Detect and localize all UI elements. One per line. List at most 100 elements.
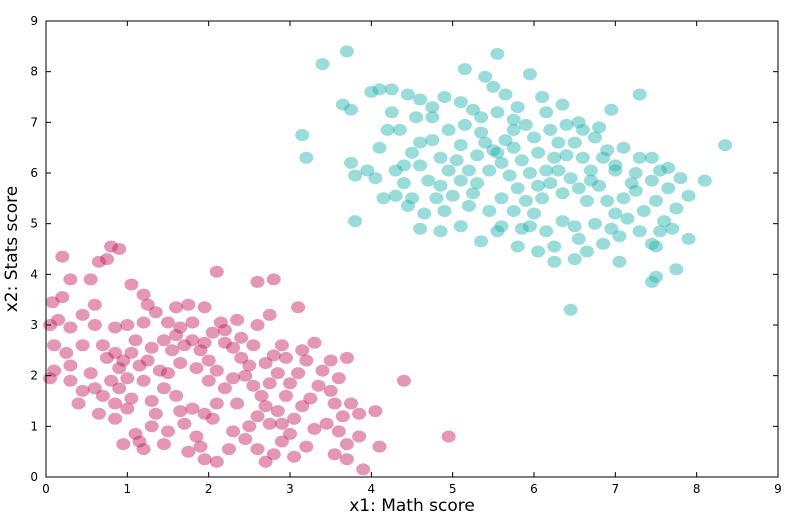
scatter-point-s1-44 — [490, 225, 505, 238]
scatter-point-s1-24 — [604, 103, 619, 116]
scatter-point-s1-72 — [502, 169, 517, 182]
scatter-point-s1-55 — [344, 156, 358, 169]
scatter-point-s1-83 — [592, 179, 607, 192]
scatter-point-s1-87 — [624, 177, 639, 190]
scatter-point-s1-122 — [628, 167, 643, 179]
scatter-point-s0-13 — [112, 243, 127, 255]
scatter-point-s0-55 — [156, 382, 171, 395]
scatter-point-s1-116 — [604, 222, 619, 235]
scatter-point-s0-42 — [83, 367, 98, 380]
scatter-point-s0-157 — [396, 374, 411, 387]
scatter-point-s1-146 — [571, 182, 586, 195]
scatter-point-s0-30 — [173, 321, 188, 334]
scatter-point-s0-40 — [63, 374, 78, 387]
scatter-point-s1-66 — [453, 174, 468, 187]
scatter-point-s0-10 — [91, 255, 106, 268]
scatter-point-s0-102 — [250, 443, 265, 456]
scatter-point-s1-31 — [718, 139, 733, 152]
points-layer — [43, 45, 733, 476]
scatter-point-s0-38 — [63, 359, 78, 372]
scatter-point-s1-77 — [543, 177, 558, 190]
scatter-point-s0-64 — [193, 440, 208, 453]
scatter-point-s1-68 — [470, 149, 485, 162]
scatter-point-s1-103 — [396, 159, 411, 172]
scatter-point-s1-33 — [669, 202, 684, 215]
scatter-point-s1-3 — [344, 103, 358, 116]
axis-ticks: 0 1 2 3 4 5 6 7 8 9 0 1 2 3 4 5 6 7 8 9 — [30, 14, 781, 496]
scatter-point-s1-0 — [315, 58, 330, 71]
scatter-point-s1-141 — [531, 179, 546, 192]
scatter-point-s1-131 — [649, 240, 663, 253]
scatter-point-s0-129 — [287, 450, 302, 463]
scatter-point-s1-156 — [486, 80, 501, 93]
scatter-point-s0-36 — [75, 339, 90, 352]
x-tick-label-2: 2 — [205, 482, 213, 496]
scatter-point-s0-48 — [120, 402, 135, 415]
scatter-point-s1-104 — [388, 164, 403, 177]
scatter-point-s0-39 — [47, 364, 62, 377]
scatter-point-s1-1 — [339, 45, 354, 58]
scatter-point-s0-63 — [189, 430, 204, 443]
scatter-point-s0-156 — [331, 425, 346, 438]
scatter-point-s0-23 — [266, 273, 281, 286]
scatter-point-s0-79 — [156, 334, 171, 347]
scatter-point-s0-2 — [63, 273, 78, 286]
scatter-point-s0-49 — [128, 427, 143, 440]
scatter-point-s0-104 — [266, 448, 281, 461]
scatter-point-s1-35 — [644, 237, 659, 250]
scatter-point-s1-61 — [413, 159, 428, 172]
scatter-point-s1-139 — [514, 154, 529, 167]
scatter-point-s1-65 — [445, 189, 460, 202]
scatter-point-s1-169 — [612, 230, 627, 243]
scatter-point-s1-4 — [295, 129, 310, 141]
scatter-point-s0-159 — [75, 384, 90, 397]
scatter-point-s1-37 — [612, 255, 627, 268]
scatter-point-s0-69 — [209, 397, 224, 410]
scatter-point-s0-130 — [274, 417, 289, 430]
scatter-point-s0-59 — [177, 417, 192, 430]
scatter-point-s1-67 — [461, 164, 476, 177]
scatter-point-s0-41 — [43, 372, 58, 385]
scatter-point-s1-112 — [539, 225, 554, 238]
x-axis-label: x1: Math score — [349, 496, 475, 514]
scatter-point-s0-88 — [112, 362, 127, 375]
scatter-point-s1-164 — [396, 177, 411, 190]
scatter-point-s0-167 — [59, 346, 74, 359]
scatter-point-s0-7 — [75, 308, 90, 321]
scatter-point-s1-22 — [571, 116, 586, 129]
scatter-point-s0-46 — [108, 397, 123, 410]
scatter-point-s0-61 — [156, 438, 171, 451]
scatter-point-s0-51 — [124, 392, 139, 405]
scatter-point-s0-52 — [136, 374, 151, 387]
scatter-point-s0-45 — [91, 407, 106, 420]
scatter-point-s1-25 — [632, 88, 647, 101]
scatter-point-s1-32 — [681, 189, 696, 202]
scatter-point-s1-73 — [510, 182, 525, 195]
scatter-point-s1-79 — [559, 149, 574, 162]
scatter-point-s1-127 — [681, 232, 696, 245]
scatter-point-s0-70 — [217, 382, 232, 395]
scatter-point-s0-162 — [189, 362, 204, 375]
scatter-point-s1-36 — [632, 225, 647, 238]
y-tick-label-4: 4 — [30, 267, 38, 281]
scatter-point-s1-89 — [600, 144, 615, 157]
scatter-point-s1-70 — [486, 144, 501, 157]
scatter-point-s0-58 — [173, 405, 188, 418]
scatter-point-s1-41 — [547, 255, 562, 268]
scatter-point-s1-46 — [453, 220, 468, 233]
scatter-point-s1-28 — [653, 164, 668, 177]
scatter-point-s0-126 — [356, 463, 371, 476]
scatter-point-s1-93 — [543, 123, 558, 136]
scatter-point-s0-68 — [205, 412, 220, 425]
scatter-point-s0-141 — [262, 377, 277, 390]
scatter-point-s1-157 — [506, 123, 521, 136]
scatter-point-s0-144 — [217, 336, 232, 349]
scatter-point-s1-26 — [616, 141, 631, 154]
scatter-point-s1-165 — [494, 220, 509, 233]
scatter-point-s1-30 — [697, 174, 712, 187]
scatter-point-s1-88 — [608, 159, 623, 172]
scatter-point-s0-57 — [169, 389, 184, 402]
scatter-point-s1-14 — [457, 63, 472, 76]
scatter-point-s0-15 — [136, 288, 151, 301]
y-tick-label-8: 8 — [30, 65, 38, 79]
